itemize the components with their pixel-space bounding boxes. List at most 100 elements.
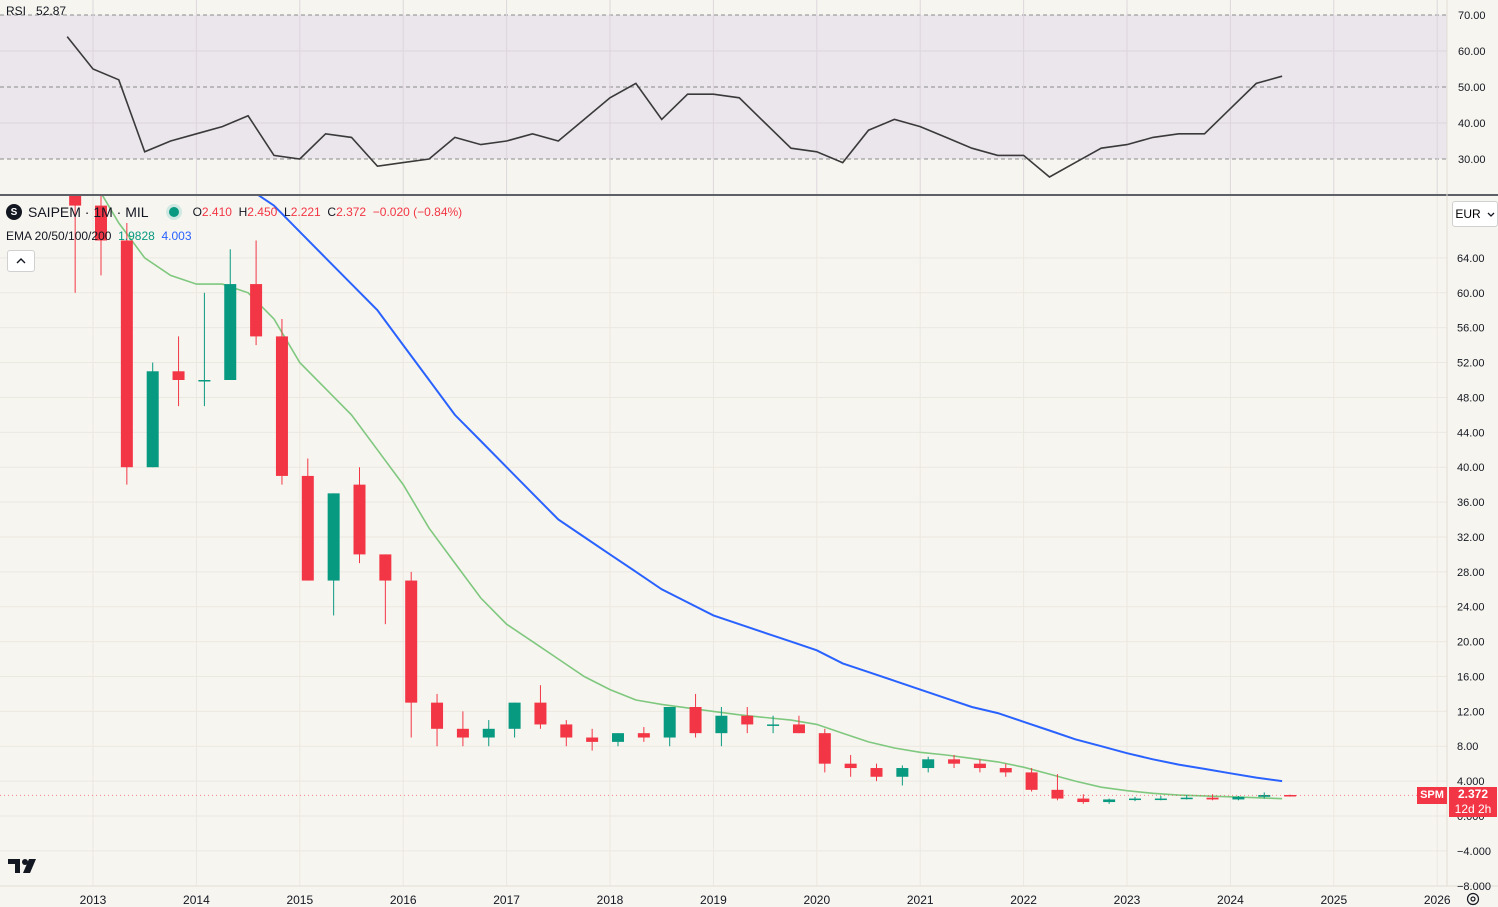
ema-20-line [101,196,1283,800]
open-value: 2.410 [201,205,232,219]
price-tick-label: 4.000 [1457,776,1485,788]
candle-body [560,724,573,738]
price-tick-label: 48.00 [1457,392,1485,404]
ema-label: EMA 20/50/100/200 [6,229,112,243]
rsi-tick-label: 60.00 [1458,46,1486,58]
high-label: H [238,205,248,219]
candle-body [948,759,961,764]
time-tick-label: 2018 [597,893,624,907]
candle-body [1077,798,1090,803]
price-tick-label: −8.000 [1457,881,1491,893]
candle-body [586,737,599,742]
candle-body [405,580,418,703]
candle-body [637,733,650,738]
candle-body [1258,794,1271,797]
time-tick-label: 2016 [390,893,417,907]
price-tick-label: 20.00 [1457,637,1485,649]
candle-body [1206,797,1219,800]
price-tick-label: 44.00 [1457,427,1485,439]
chevron-down-icon [1487,212,1495,217]
candles [69,196,1297,804]
candle-body [973,763,986,769]
change-value: −0.020 (−0.84%) [372,205,463,219]
axis-labels: 70.00 60.00 50.00 40.00 30.00 64.00 60.00 56.00… [0,10,1491,907]
last-price-label: 2.372 12d 2h [1449,787,1497,817]
candle-body [431,702,444,729]
candle-body [534,702,547,725]
candle-body [224,284,237,380]
time-tick-label: 2024 [1217,893,1244,907]
price-tick-label: 32.00 [1457,532,1485,544]
candle-body [95,205,107,241]
candle-body [353,484,366,555]
candle-body [870,768,883,777]
symbol-logo-icon: S [6,204,22,220]
candle-body [612,733,624,742]
candle-body [1051,789,1064,799]
chevron-up-icon [16,258,26,264]
candle-body [1025,772,1038,790]
rsi-legend[interactable]: RSI 52.87 [6,4,66,18]
candle-body [922,759,935,769]
collapse-legend-button[interactable] [7,250,35,272]
tradingview-logo-icon[interactable] [8,857,40,875]
symbol-title[interactable]: SAIPEM · 1M · MIL [28,204,149,220]
candle-body [508,702,521,729]
candle-body [1284,794,1297,797]
time-tick-label: 2025 [1320,893,1347,907]
time-tick-label: 2026 [1424,893,1451,907]
open-label: O [192,205,202,219]
candle-body [844,763,857,769]
symbol-legend[interactable]: S SAIPEM · 1M · MIL O2.410 H2.450 L2.221… [6,204,462,220]
time-tick-label: 2019 [700,893,727,907]
ema-lines [101,196,1283,800]
price-tick-label: 16.00 [1457,671,1485,683]
price-tick-label: 8.00 [1457,741,1478,753]
candle-body [198,380,211,382]
high-value: 2.450 [247,205,278,219]
price-tick-label: 36.00 [1457,497,1485,509]
time-tick-label: 2020 [803,893,830,907]
close-value: 2.372 [336,205,367,219]
time-tick-label: 2017 [493,893,520,907]
price-tick-label: 12.00 [1457,706,1485,718]
candle-body [172,371,185,380]
price-tick-label: 40.00 [1457,462,1485,474]
time-tick-label: 2021 [907,893,934,907]
time-tick-label: 2014 [183,893,210,907]
settings-icon[interactable] [1466,892,1480,906]
low-label: L [284,205,291,219]
low-value: 2.221 [290,205,321,219]
ema-legend[interactable]: EMA 20/50/100/200 1.9828 4.003 [6,229,192,243]
candle-body [250,284,263,337]
candle-body [456,728,469,738]
candle-body [146,371,159,468]
rsi-tick-label: 30.00 [1458,154,1486,166]
price-tick-label: 60.00 [1457,288,1485,300]
market-status-icon[interactable] [168,207,179,217]
time-tick-label: 2023 [1114,893,1141,907]
candle-body [1180,797,1193,800]
currency-select[interactable]: EUR [1452,201,1498,227]
candle-body [689,707,702,734]
candle-body [896,768,909,777]
candle-body [818,733,831,764]
close-label: C [327,205,337,219]
candle-body [301,475,314,581]
last-price-value: 2.372 [1457,787,1489,801]
candle-body [482,728,495,738]
candle-body [767,724,780,726]
rsi-label: RSI [6,4,27,18]
candle-body [1154,798,1167,801]
price-tick-label: 28.00 [1457,567,1485,579]
candle-body [741,715,754,725]
rsi-line [66,36,1283,178]
ema-50-line [257,196,1283,783]
candle-body [715,715,728,734]
candle-body [1129,798,1141,801]
grid-lines [0,0,1447,886]
candle-body [792,724,805,734]
bar-countdown: 12d 2h [1454,802,1492,816]
currency-value: EUR [1455,207,1481,221]
